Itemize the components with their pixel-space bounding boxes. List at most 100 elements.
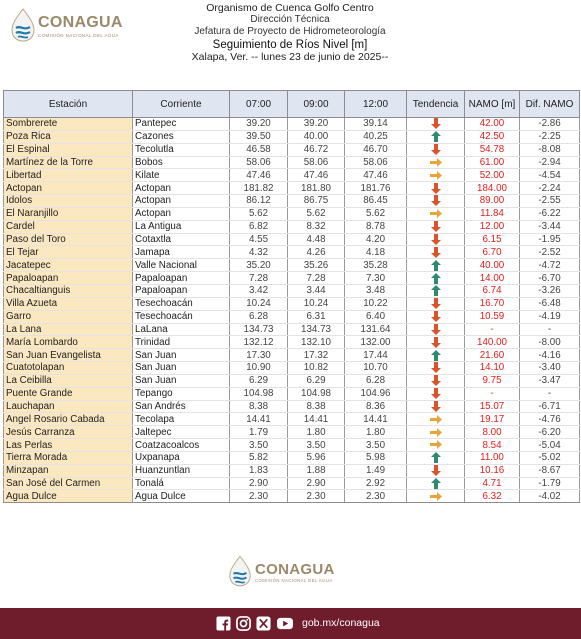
level-1200-cell: 8.78: [344, 220, 407, 234]
level-1200-cell: 47.46: [344, 168, 407, 183]
level-0900-cell: 10.24: [287, 297, 345, 311]
dif-namo-cell: -8.00: [519, 335, 580, 350]
facebook-icon[interactable]: [216, 616, 231, 631]
corriente-cell: Kilate: [132, 168, 230, 183]
water-drop-logo-icon: [11, 8, 35, 42]
level-0900-cell: 58.06: [287, 156, 345, 170]
level-1200-cell: 4.18: [344, 245, 407, 260]
level-1200-cell: 10.70: [344, 361, 407, 375]
level-0900-cell: 39.20: [287, 117, 345, 131]
level-0700-cell: 4.32: [229, 245, 288, 260]
arrow-up-icon: [430, 131, 441, 143]
level-1200-cell: 4.20: [344, 233, 407, 247]
namo-cell: 16.70: [464, 297, 520, 311]
station-cell: Villa Azueta: [3, 297, 133, 311]
tendencia-cell: [406, 168, 465, 183]
table-header-row: Estación Corriente 07:00 09:00 12:00 Ten…: [3, 90, 580, 118]
dif-namo-cell: -4.54: [519, 168, 580, 183]
level-1200-cell: 3.48: [344, 284, 407, 298]
x-icon[interactable]: [256, 616, 271, 631]
level-1200-cell: 1.80: [344, 425, 407, 440]
table-row: Tierra Morada Uxpanapa 5.82 5.96 5.98 11.00 -5…: [3, 451, 580, 465]
station-cell: Martínez de la Torre: [3, 156, 133, 170]
river-levels-table: Estación Corriente 07:00 09:00 12:00 Ten…: [3, 90, 580, 504]
footer-conagua-logo: CONAGUA COMISIÓN NACIONAL DEL AGUA: [228, 555, 358, 589]
level-0700-cell: 14.41: [229, 412, 288, 427]
arrow-right-icon: [429, 427, 442, 438]
dif-namo-cell: -5.02: [519, 451, 580, 465]
col-header-estacion: Estación: [3, 90, 133, 118]
station-cell: Jacatepec: [3, 258, 133, 273]
footer-url-link[interactable]: gob.mx/conagua: [302, 617, 380, 629]
table-row: Idolos Actopan 86.12 86.75 86.45 89.00 -2.55: [3, 194, 580, 208]
station-cell: Lauchapan: [3, 400, 133, 414]
level-0900-cell: 8.32: [287, 220, 345, 234]
level-0700-cell: 134.73: [229, 323, 288, 337]
namo-cell: 8.00: [464, 425, 520, 440]
footer-logo-wordmark: CONAGUA: [255, 561, 335, 578]
dif-namo-cell: -3.40: [519, 361, 580, 375]
tendencia-cell: [406, 156, 465, 170]
level-0900-cell: 6.31: [287, 310, 345, 324]
tendencia-cell: [406, 194, 465, 208]
corriente-cell: San Juan: [132, 361, 230, 375]
organism-name: Organismo de Cuenca Golfo Centro: [206, 2, 374, 14]
arrow-right-icon: [429, 157, 442, 168]
station-cell: La Ceibilla: [3, 374, 133, 388]
dif-namo-cell: -2.52: [519, 245, 580, 260]
dif-namo-cell: -4.19: [519, 310, 580, 324]
instagram-icon[interactable]: [236, 616, 251, 631]
corriente-cell: Papaloapan: [132, 271, 230, 285]
level-0700-cell: 35.20: [229, 258, 288, 273]
corriente-cell: Tecolapa: [132, 412, 230, 427]
level-1200-cell: 131.64: [344, 323, 407, 337]
youtube-icon[interactable]: [276, 616, 294, 631]
arrow-up-icon: [430, 285, 441, 297]
corriente-cell: Tesechoacán: [132, 297, 230, 311]
corriente-cell: San Juan: [132, 374, 230, 388]
namo-cell: 184.00: [464, 181, 520, 196]
level-0700-cell: 8.38: [229, 400, 288, 414]
level-1200-cell: 58.06: [344, 156, 407, 170]
tendencia-cell: [406, 348, 465, 363]
table-row: Garro Tesechoacán 6.28 6.31 6.40 10.59 -4.19: [3, 310, 580, 324]
col-header-corriente: Corriente: [132, 90, 230, 118]
station-cell: El Tejar: [3, 245, 133, 260]
report-date: Xalapa, Ver. -- lunes 23 de junio de 202…: [191, 51, 389, 63]
namo-cell: 42.00: [464, 117, 520, 131]
header-text: Organismo de Cuenca Golfo Centro Direcci…: [150, 2, 430, 63]
level-0900-cell: 5.62: [287, 207, 345, 221]
arrow-down-icon: [430, 388, 441, 400]
level-0700-cell: 104.98: [229, 387, 288, 401]
namo-cell: 11.00: [464, 451, 520, 465]
namo-cell: 11.84: [464, 207, 520, 221]
tendencia-cell: [406, 323, 465, 337]
arrow-down-icon: [430, 336, 441, 348]
namo-cell: 61.00: [464, 156, 520, 170]
arrow-down-icon: [430, 298, 441, 310]
station-cell: Libertad: [3, 168, 133, 183]
corriente-cell: Coatzacoalcos: [132, 438, 230, 452]
tendencia-cell: [406, 361, 465, 375]
level-0700-cell: 1.79: [229, 425, 288, 440]
corriente-cell: LaLana: [132, 323, 230, 337]
level-1200-cell: 5.62: [344, 207, 407, 221]
dif-namo-cell: -8.08: [519, 143, 580, 157]
corriente-cell: Bobos: [132, 156, 230, 170]
level-0700-cell: 10.24: [229, 297, 288, 311]
level-1200-cell: 46.70: [344, 143, 407, 157]
arrow-right-icon: [429, 440, 442, 451]
water-drop-logo-icon: [229, 555, 251, 587]
arrow-down-icon: [430, 233, 441, 245]
namo-cell: 6.15: [464, 233, 520, 247]
arrow-down-icon: [430, 246, 441, 258]
tendencia-cell: [406, 464, 465, 478]
level-1200-cell: 5.98: [344, 451, 407, 465]
tendencia-cell: [406, 297, 465, 311]
arrow-down-icon: [430, 362, 441, 374]
corriente-cell: Agua Dulce: [132, 489, 230, 504]
corriente-cell: Cotaxtla: [132, 233, 230, 247]
dif-namo-cell: -: [519, 387, 580, 401]
station-cell: Poza Rica: [3, 130, 133, 144]
dif-namo-cell: -6.70: [519, 271, 580, 285]
